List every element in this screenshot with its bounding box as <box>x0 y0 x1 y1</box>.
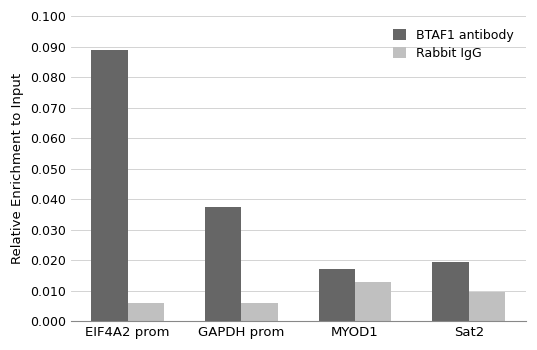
Bar <box>241 303 278 321</box>
Bar <box>432 262 469 321</box>
Bar <box>128 303 164 321</box>
Bar <box>355 282 391 321</box>
Bar <box>205 207 241 321</box>
Bar <box>318 269 355 321</box>
Legend: BTAF1 antibody, Rabbit IgG: BTAF1 antibody, Rabbit IgG <box>387 22 520 66</box>
Bar <box>91 50 128 321</box>
Y-axis label: Relative Enrichment to Input: Relative Enrichment to Input <box>11 73 24 264</box>
Bar <box>469 292 505 321</box>
